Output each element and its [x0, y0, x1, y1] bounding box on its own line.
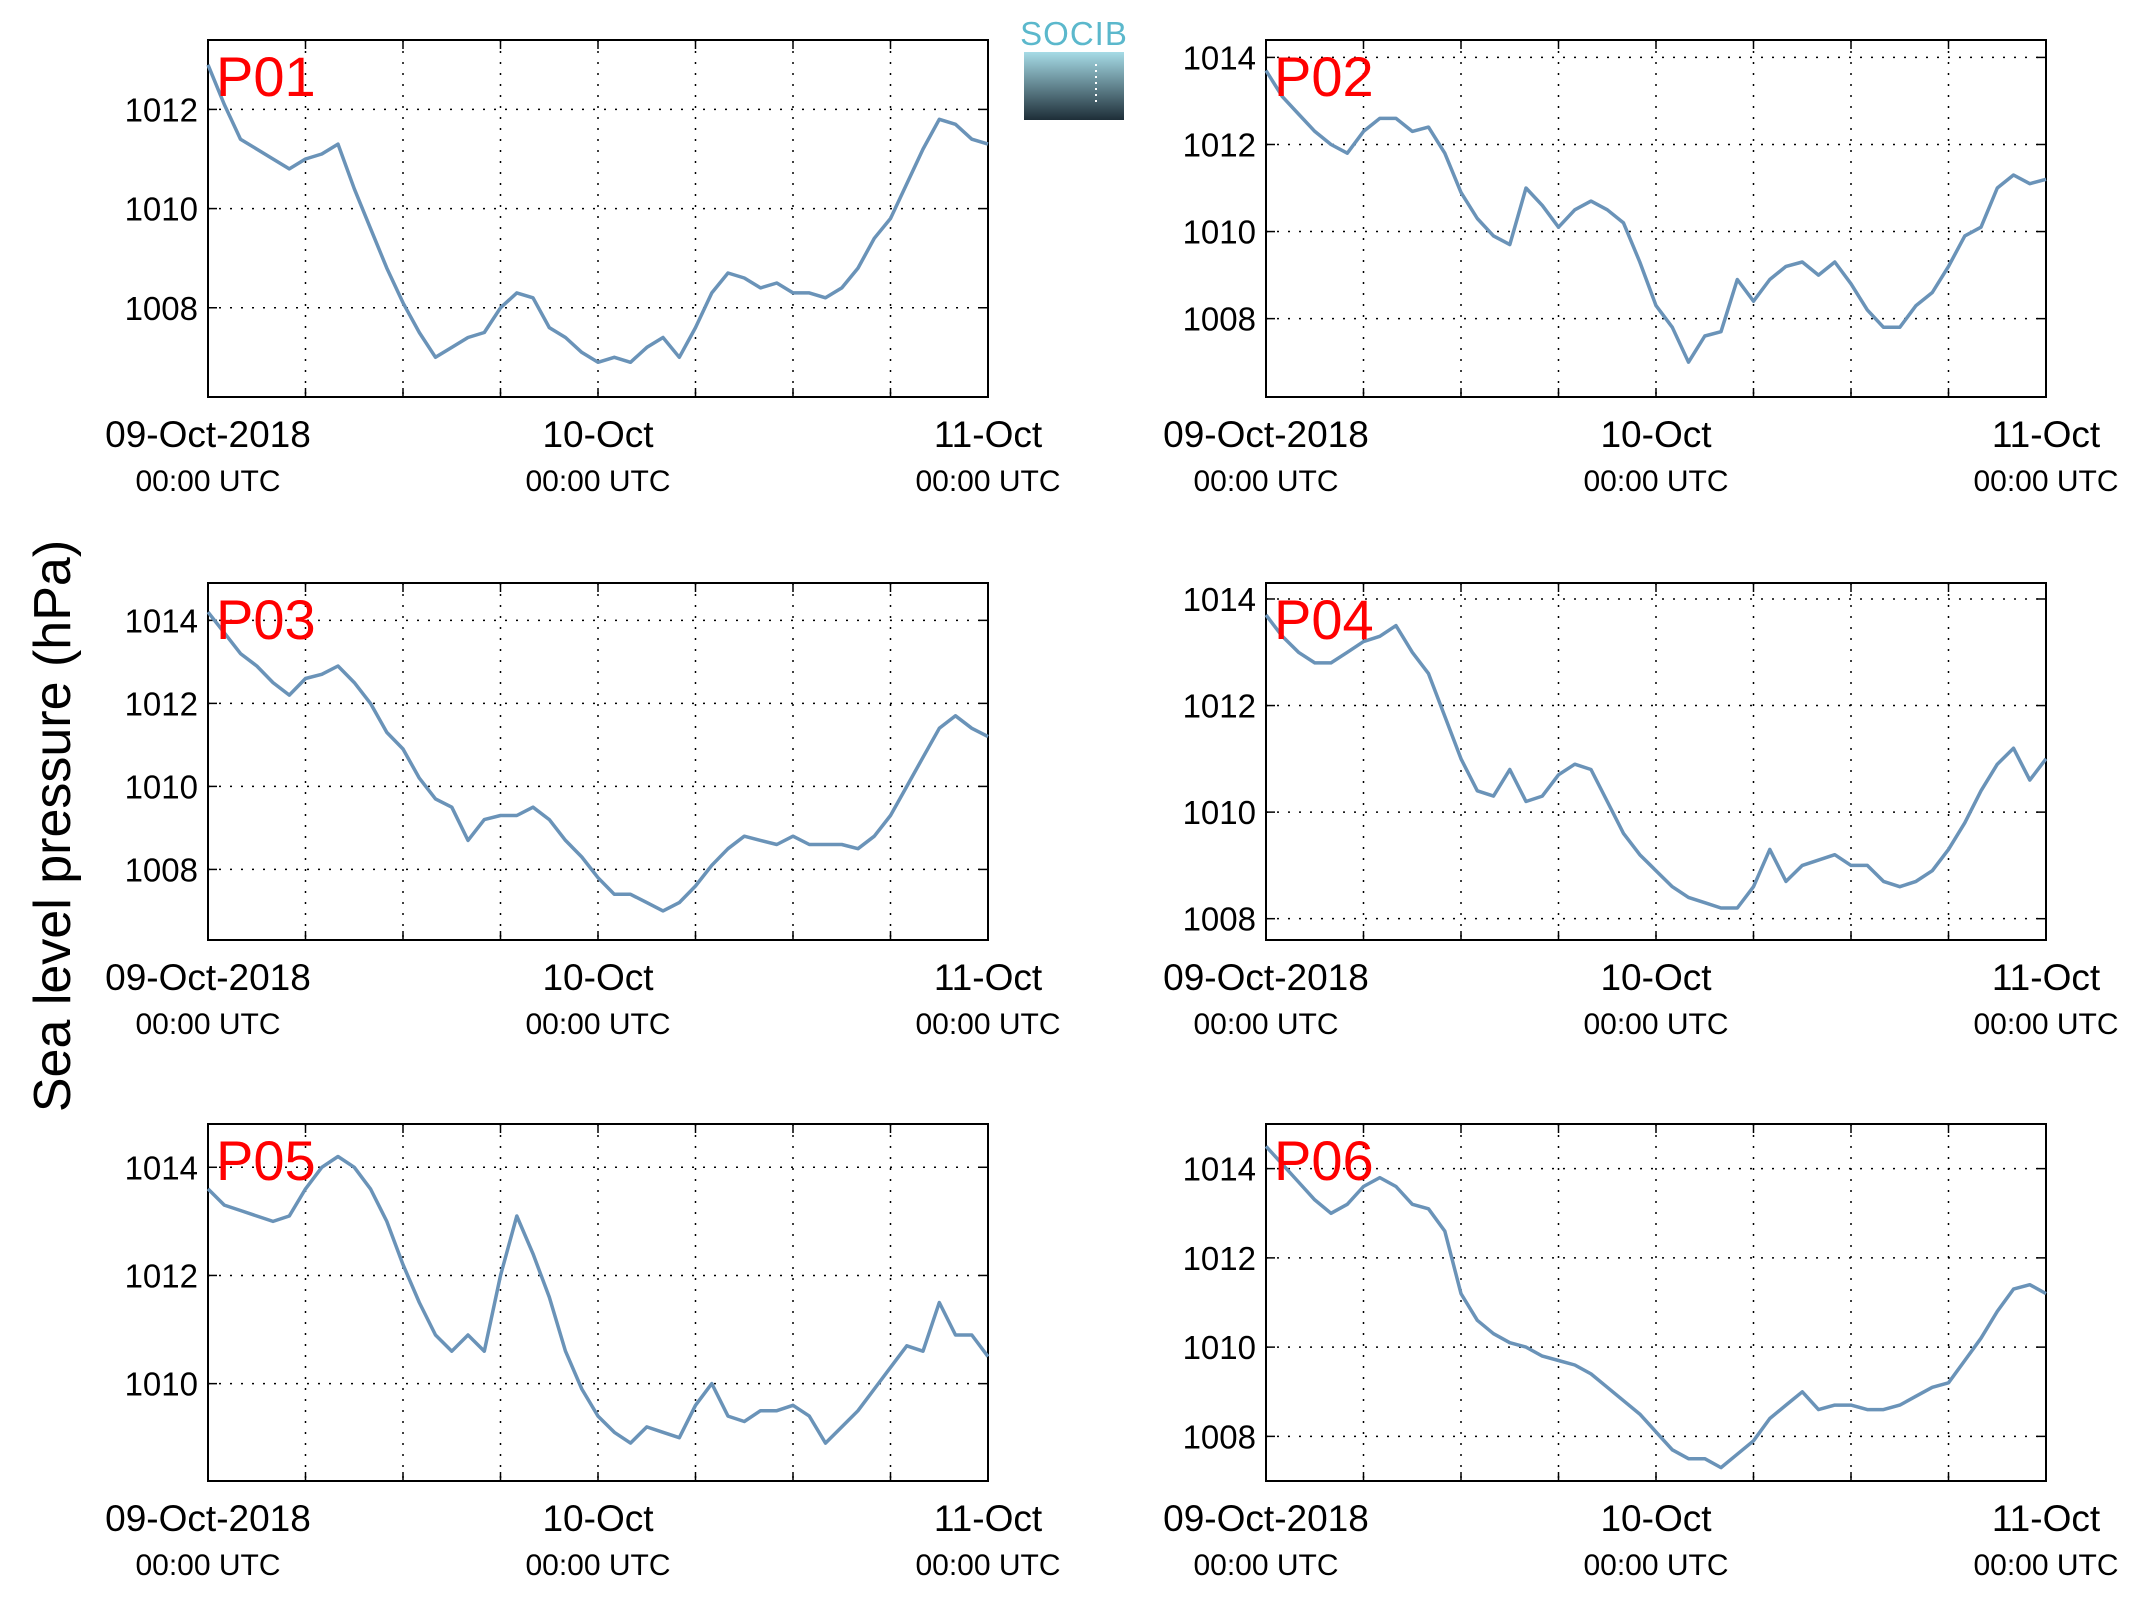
panel-p04: 1008 1010 1012 1014 P04 09-Oct-2018 00:00 UTC 1… [1163, 581, 2118, 1041]
x-tick-time-label: 00:00 UTC [1973, 1008, 2118, 1041]
pressure-series-line [206, 1154, 990, 1445]
x-tick-date-label: 09-Oct-2018 [1163, 414, 1369, 455]
station-label: P01 [216, 45, 316, 108]
station-label: P04 [1274, 588, 1374, 651]
panel-p03: 1008 1010 1012 1014 P03 09-Oct-2018 00:00 UTC 1… [105, 582, 1061, 1041]
x-tick-time-label: 00:00 UTC [525, 1008, 670, 1041]
x-tick-date-label: 11-Oct [1992, 957, 2101, 998]
y-tick-label: 1012 [125, 91, 198, 128]
x-tick-time-label: 00:00 UTC [135, 465, 280, 498]
x-tick-time-label: 00:00 UTC [525, 465, 670, 498]
x-tick-date-label: 11-Oct [1992, 1498, 2101, 1539]
axes-frame [1265, 1123, 2047, 1482]
axes-frame [207, 39, 989, 398]
x-tick-time-label: 00:00 UTC [915, 1008, 1060, 1041]
y-tick-label: 1010 [125, 768, 198, 805]
axes-frame [207, 582, 989, 941]
x-tick-time-label: 00:00 UTC [1193, 1549, 1338, 1582]
x-tick-date-label: 09-Oct-2018 [105, 957, 311, 998]
x-tick-time-label: 00:00 UTC [1193, 465, 1338, 498]
station-label: P06 [1274, 1129, 1374, 1192]
station-label: P05 [216, 1129, 316, 1192]
pressure-series-line [206, 611, 989, 913]
y-tick-label: 1010 [125, 191, 198, 228]
y-tick-label: 1010 [125, 1366, 198, 1403]
x-tick-time-label: 00:00 UTC [1583, 1008, 1728, 1041]
panel-p05: 1010 1012 1014 P05 09-Oct-2018 00:00 UTC 10-Oc… [105, 1123, 1061, 1582]
pressure-series-line [1264, 69, 2047, 364]
y-tick-label: 1008 [1183, 901, 1256, 938]
x-tick-time-label: 00:00 UTC [915, 1549, 1060, 1582]
x-tick-date-label: 10-Oct [1600, 957, 1712, 998]
y-tick-label: 1014 [1183, 39, 1256, 76]
station-label: P02 [1274, 45, 1374, 108]
x-tick-time-label: 00:00 UTC [135, 1549, 280, 1582]
x-tick-date-label: 09-Oct-2018 [1163, 1498, 1369, 1539]
y-tick-label: 1008 [125, 851, 198, 888]
x-tick-date-label: 11-Oct [934, 957, 1043, 998]
y-tick-label: 1010 [1183, 794, 1256, 831]
panel-p02: 1008 1010 1012 1014 P02 09-Oct-2018 00:00 UTC 1… [1163, 39, 2119, 498]
axes-frame [1265, 39, 2047, 398]
y-tick-label: 1012 [125, 1257, 198, 1294]
y-tick-label: 1012 [1183, 688, 1256, 725]
socib-logo: SOCIB [1020, 15, 1128, 120]
y-tick-label: 1012 [125, 685, 198, 722]
y-tick-label: 1012 [1183, 1240, 1256, 1277]
x-tick-date-label: 11-Oct [934, 414, 1043, 455]
y-tick-label: 1014 [1183, 581, 1256, 618]
x-tick-date-label: 10-Oct [1600, 414, 1712, 455]
axes-frame [207, 1123, 989, 1482]
pressure-series-line [1264, 1145, 2047, 1470]
x-tick-date-label: 10-Oct [542, 1498, 654, 1539]
x-tick-date-label: 10-Oct [542, 957, 654, 998]
y-tick-label: 1008 [1183, 301, 1256, 338]
x-tick-time-label: 00:00 UTC [525, 1549, 670, 1582]
y-axis-label: Sea level pressure (hPa) [24, 540, 82, 1112]
station-label: P03 [216, 588, 316, 651]
x-tick-time-label: 00:00 UTC [1973, 1549, 2118, 1582]
x-tick-date-label: 10-Oct [1600, 1498, 1712, 1539]
x-tick-date-label: 09-Oct-2018 [105, 1498, 311, 1539]
pressure-series-line [206, 64, 989, 365]
y-tick-label: 1014 [1183, 1151, 1256, 1188]
y-tick-label: 1014 [125, 1149, 198, 1186]
panel-p06: 1008 1010 1012 1014 P06 09-Oct-2018 00:00 UTC 1… [1163, 1123, 2119, 1582]
x-tick-date-label: 09-Oct-2018 [105, 414, 311, 455]
x-tick-time-label: 00:00 UTC [135, 1008, 280, 1041]
x-tick-time-label: 00:00 UTC [1583, 1549, 1728, 1582]
socib-logo-emblem [1024, 52, 1124, 120]
panels: 1008 1010 1012 P01 09-Oct-2018 00:00 UTC 10-Oc… [105, 39, 2119, 1582]
x-tick-time-label: 00:00 UTC [915, 465, 1060, 498]
panel-p01: 1008 1010 1012 P01 09-Oct-2018 00:00 UTC 10-Oc… [105, 39, 1061, 498]
axes-frame [1265, 582, 2047, 941]
socib-logo-text: SOCIB [1020, 15, 1128, 52]
x-tick-time-label: 00:00 UTC [1583, 465, 1728, 498]
x-tick-time-label: 00:00 UTC [1973, 465, 2118, 498]
y-tick-label: 1010 [1183, 1329, 1256, 1366]
y-tick-label: 1014 [125, 602, 198, 639]
x-tick-date-label: 09-Oct-2018 [1163, 957, 1369, 998]
y-tick-label: 1010 [1183, 214, 1256, 251]
pressure-series-line [1264, 613, 2048, 910]
y-tick-label: 1008 [1183, 1418, 1256, 1455]
y-tick-label: 1012 [1183, 126, 1256, 163]
y-tick-label: 1008 [125, 290, 198, 327]
x-tick-date-label: 11-Oct [934, 1498, 1043, 1539]
x-tick-time-label: 00:00 UTC [1193, 1008, 1338, 1041]
x-tick-date-label: 11-Oct [1992, 414, 2101, 455]
x-tick-date-label: 10-Oct [542, 414, 654, 455]
